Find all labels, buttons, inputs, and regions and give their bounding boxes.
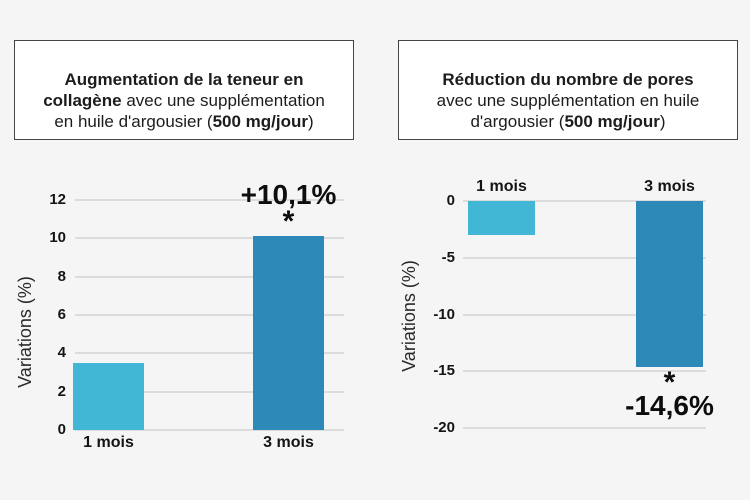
y-tick-label: 0	[57, 421, 66, 438]
gridline	[463, 427, 706, 429]
y-tick-label: 10	[49, 229, 66, 247]
title-dose-bold: 500 mg/jour	[564, 112, 660, 131]
y-tick-label: 8	[57, 267, 66, 285]
title-text-bold: Augmentation de la teneur en collagène	[43, 70, 304, 110]
bar-1-mois	[468, 201, 535, 236]
title-text-end: )	[659, 112, 666, 131]
bar-1-mois	[73, 362, 144, 430]
title-dose-bold: 500 mg/jour	[212, 112, 308, 131]
y-tick-label: 2	[57, 382, 66, 400]
annotation-value: +10,1%	[240, 179, 337, 210]
title-text: avec une supplémentation en huile d'argo…	[436, 91, 700, 131]
bar-3-mois	[253, 236, 324, 430]
gridline	[75, 199, 344, 201]
y-tick-label: 12	[49, 191, 66, 208]
y-tick-label: 0	[446, 192, 455, 209]
gridline	[463, 200, 706, 202]
y-tick-label: -10	[433, 305, 455, 323]
y-tick-label: -5	[441, 248, 455, 266]
gridline	[75, 352, 344, 355]
significance-star-icon: *	[282, 205, 295, 238]
y-axis-label: Variations (%)	[15, 276, 35, 388]
title-text-end: )	[307, 112, 314, 131]
x-category-label: 1 mois	[83, 434, 134, 451]
y-tick-label: 4	[57, 344, 66, 362]
bar-3-mois	[636, 201, 703, 367]
x-category-label: 3 mois	[263, 434, 314, 451]
y-tick-label: 6	[57, 306, 66, 323]
gridline	[75, 429, 344, 431]
y-tick-label: -15	[433, 362, 455, 380]
collagen-chart-title-box: Augmentation de la teneur en collagène a…	[14, 40, 354, 140]
gridline	[463, 256, 706, 259]
gridline	[75, 275, 344, 278]
annotation-value: -14,6%	[625, 390, 714, 421]
gridline	[75, 314, 344, 316]
y-axis-label: Variations (%)	[399, 260, 419, 372]
gridline	[463, 313, 706, 316]
y-tick-label: -20	[433, 419, 455, 436]
title-text-bold: Réduction du nombre de pores	[442, 70, 694, 89]
gridline	[75, 390, 344, 393]
pores-chart-title-box: Réduction du nombre de pores avec une su…	[398, 40, 738, 140]
significance-star-icon: *	[663, 366, 676, 399]
title-text: avec une supplémentation en huile d'argo…	[54, 91, 325, 131]
x-category-label: 1 mois	[476, 178, 527, 195]
x-category-label: 3 mois	[644, 178, 695, 195]
gridline	[75, 237, 344, 240]
gridline	[463, 370, 706, 373]
